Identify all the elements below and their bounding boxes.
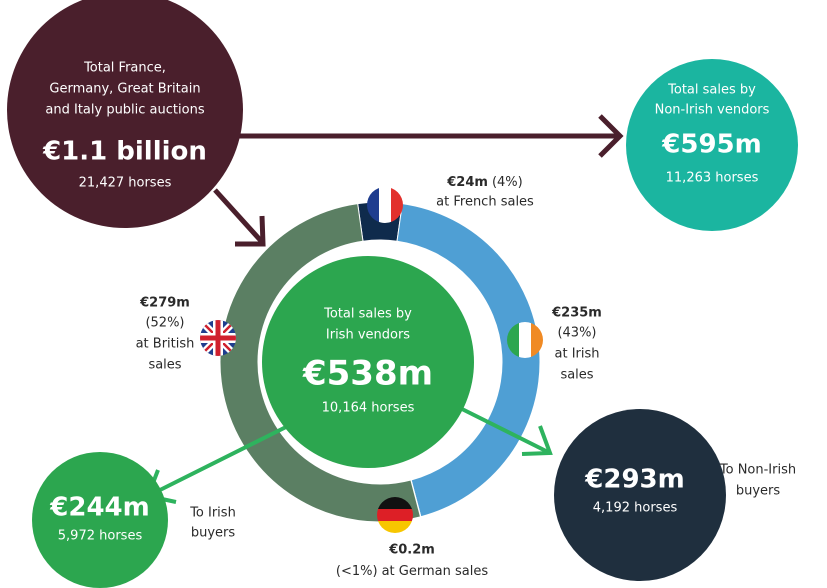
non-irish-horses: 11,263 horses <box>666 171 759 186</box>
arrow-head <box>521 425 553 456</box>
segment-label: €24m (4%) <box>446 175 522 190</box>
share: (52%) <box>145 316 184 331</box>
arrow <box>149 418 301 497</box>
source-horses: 21,427 horses <box>79 176 172 191</box>
irish-line: Irish vendors <box>326 328 410 343</box>
to-irish-line: To Irish <box>189 506 236 521</box>
irish-circle <box>262 256 474 468</box>
amount: €0.2m <box>388 543 435 558</box>
to-non-irish-circle <box>554 409 726 581</box>
irish-value: €538m <box>302 354 433 394</box>
to-non-irish-line: buyers <box>736 484 781 499</box>
to-non-irish-line: To Non-Irish <box>719 463 796 478</box>
flag-france <box>367 187 403 223</box>
arrow <box>459 406 549 454</box>
source-line: and Italy public auctions <box>45 103 204 118</box>
segment-line: sales <box>560 368 593 383</box>
donut-segment <box>219 203 422 523</box>
arrow <box>213 188 264 244</box>
arrow-head <box>598 114 624 158</box>
to-irish-horses: 5,972 horses <box>58 529 143 544</box>
non-irish-circle <box>626 59 798 231</box>
segment-line: at British <box>136 337 195 352</box>
to-irish-circle <box>32 452 168 588</box>
segment-line: sales <box>148 358 181 373</box>
segment-line: at German sales <box>382 564 489 579</box>
flag-uk <box>200 320 236 356</box>
non-irish-line: Total sales by <box>667 83 756 98</box>
to-non-irish-value: €293m <box>584 465 684 495</box>
flag-germany <box>377 497 413 533</box>
source-line: Total France, <box>83 61 166 76</box>
share: (43%) <box>557 326 596 341</box>
donut-segment <box>396 203 541 518</box>
amount: €279m <box>139 296 190 311</box>
to-non-irish-horses: 4,192 horses <box>593 501 678 516</box>
segment-line: at French sales <box>436 195 534 210</box>
flag-ireland <box>507 322 543 358</box>
share: (<1%) <box>336 564 378 579</box>
irish-horses: 10,164 horses <box>322 401 415 416</box>
source-value: €1.1 billion <box>42 137 207 167</box>
irish-line: Total sales by <box>323 307 412 322</box>
to-irish-value: €244m <box>49 493 149 523</box>
amount: €24m <box>446 175 488 190</box>
arrow-head <box>235 215 266 247</box>
segment-line: at Irish <box>555 347 600 362</box>
non-irish-line: Non-Irish vendors <box>655 103 770 118</box>
source-circle <box>7 0 243 228</box>
non-irish-value: €595m <box>661 130 761 160</box>
amount: €235m <box>551 306 602 321</box>
segment-label: (<1%) at German sales <box>336 564 488 579</box>
share: (4%) <box>492 175 523 190</box>
source-line: Germany, Great Britain <box>49 82 200 97</box>
to-irish-line: buyers <box>191 526 236 541</box>
